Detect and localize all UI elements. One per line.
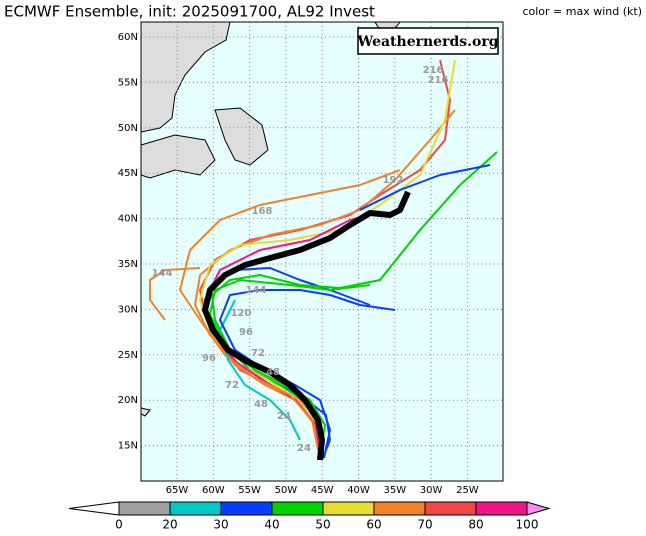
lon-label: 50W [275, 485, 298, 496]
colorbar-label: 40 [264, 518, 279, 532]
colorbar-segment [118, 501, 171, 516]
lon-label: 45W [311, 485, 334, 496]
lat-label: 20N [118, 395, 138, 406]
colorbar-label: 100 [516, 518, 539, 532]
colorbar-label: 80 [468, 518, 483, 532]
lon-label: 65W [166, 485, 189, 496]
colorbar-segment [373, 501, 426, 516]
hour-label: 144 [246, 285, 267, 296]
title: ECMWF Ensemble, init: 2025091700, AL92 I… [4, 3, 375, 21]
track [194, 109, 456, 456]
hour-label: 24 [277, 411, 291, 422]
hour-label: 96 [202, 353, 216, 364]
colorbar-label: 60 [366, 518, 381, 532]
colorbar-label: 0 [115, 518, 123, 532]
legend-note: color = max wind (kt) [522, 5, 642, 18]
hour-label: 72 [251, 348, 265, 359]
colorbar-segment [475, 501, 528, 516]
hour-label: 168 [252, 206, 273, 217]
ensemble-mean-track [202, 190, 411, 461]
track [359, 164, 491, 211]
lon-label: 55W [238, 485, 261, 496]
tracks [149, 59, 498, 461]
lon-label: 35W [383, 485, 406, 496]
hour-label: 144 [152, 268, 173, 279]
hour-label: 192 [383, 175, 404, 186]
grid [141, 22, 503, 481]
colorbar-left-arrow [68, 501, 120, 516]
land-nova-scotia [140, 134, 216, 179]
hour-label: 24 [297, 443, 311, 454]
lat-label: 30N [118, 304, 138, 315]
colorbar-label: 20 [162, 518, 177, 532]
track [149, 267, 201, 321]
lat-label: 45N [118, 168, 138, 179]
watermark-box [357, 27, 499, 55]
lat-label: 40N [118, 214, 138, 225]
hour-label: 48 [254, 399, 268, 410]
lat-label: 35N [118, 259, 138, 270]
lon-label: 25W [456, 485, 479, 496]
lat-label: 50N [118, 123, 138, 134]
colorbar-segment [220, 501, 273, 516]
map-frame [140, 21, 504, 482]
track [219, 289, 396, 459]
hour-label: 216 [428, 75, 449, 86]
colorbar-label: 50 [315, 518, 330, 532]
colorbar-segment [271, 501, 324, 516]
colorbar-segment [322, 501, 375, 516]
colorbar-right-arrow [526, 501, 551, 516]
track [179, 169, 401, 451]
lon-label: 60W [202, 485, 225, 496]
hour-label: 96 [239, 327, 253, 338]
watermark: Weathernerds.org [357, 34, 499, 50]
land-labrador [140, 21, 231, 133]
lat-label: 15N [118, 441, 138, 452]
colorbar-segment [424, 501, 477, 516]
hour-label: 120 [231, 308, 252, 319]
lat-label: 60N [118, 32, 138, 43]
lat-label: 25N [118, 350, 138, 361]
lon-label: 40W [347, 485, 370, 496]
colorbar-segment [169, 501, 222, 516]
colorbar: 0 20 30 40 50 60 70 80 100 [68, 501, 551, 532]
colorbar-label: 30 [213, 518, 228, 532]
lat-label: 55N [118, 77, 138, 88]
colorbar-label: 70 [417, 518, 432, 532]
land-newfoundland [214, 107, 269, 166]
hour-label: 216 [423, 65, 444, 76]
hour-label: 72 [225, 380, 239, 391]
hour-label: 48 [266, 367, 280, 378]
lon-label: 30W [420, 485, 443, 496]
